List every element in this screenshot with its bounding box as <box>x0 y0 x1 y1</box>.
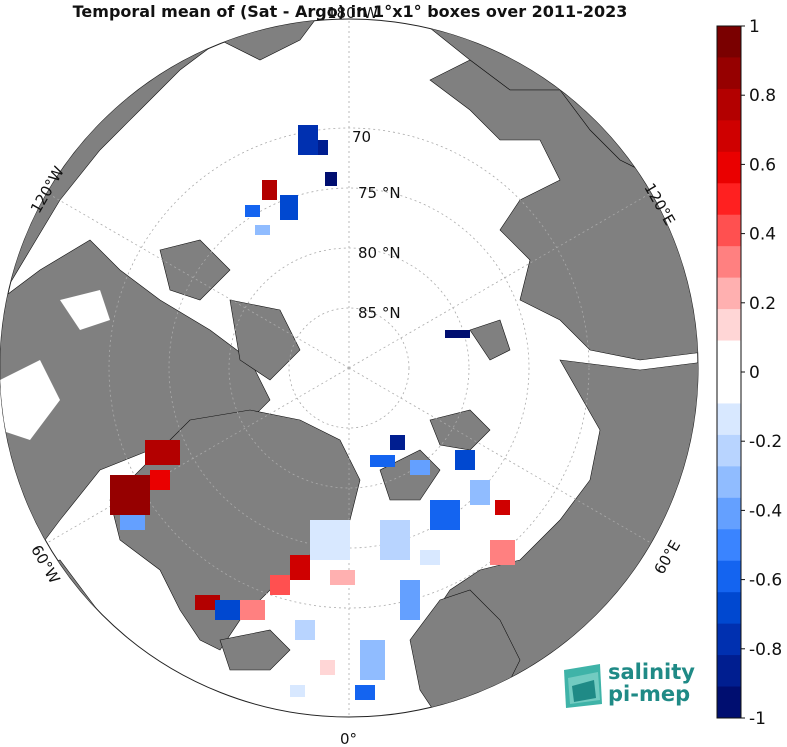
colorbar-tick-label: 0.2 <box>749 294 776 314</box>
colorbar-tick-label: 0.8 <box>749 86 776 106</box>
colorbar-swatch <box>717 309 741 342</box>
colorbar-swatch <box>717 560 741 593</box>
colorbar-tick-label: 0 <box>749 363 760 383</box>
colorbar-swatch <box>717 434 741 467</box>
logo-line1: salinity <box>608 660 695 684</box>
colorbar-tick-label: -1 <box>749 709 766 729</box>
lon-label-0: 0° <box>340 730 357 747</box>
colorbar-swatch <box>717 403 741 436</box>
colorbar-swatch <box>717 183 741 216</box>
lat-label-75: 75 °N <box>358 184 401 202</box>
salinity-pimep-logo: salinity pi-mep <box>560 660 700 712</box>
logo-icon <box>564 664 602 708</box>
colorbar-swatch <box>717 151 741 184</box>
colorbar-tick-label: -0.2 <box>749 432 782 452</box>
colorbar-swatch <box>717 686 741 719</box>
colorbar-swatch <box>717 372 741 404</box>
lat-label-85: 85 °N <box>358 304 401 322</box>
colorbar-swatch <box>717 529 741 562</box>
colorbar-tick-label: 1 <box>749 17 760 37</box>
colorbar-swatch <box>717 277 741 310</box>
colorbar <box>717 26 741 719</box>
colorbar-tick-label: -0.6 <box>749 571 782 591</box>
colorbar-swatch <box>717 246 741 279</box>
colorbar-swatch <box>717 88 741 121</box>
graticule <box>46 19 652 717</box>
colorbar-tick-label: -0.8 <box>749 640 782 660</box>
lon-label-60e: 60°E <box>651 537 685 577</box>
map-title: Temporal mean of (Sat - Argo) in 1°x1° b… <box>72 2 628 21</box>
colorbar-swatch <box>717 214 741 247</box>
colorbar-tick-label: -0.4 <box>749 501 782 521</box>
ice-patches <box>0 290 110 440</box>
colorbar-ticks: 1 0.8 0.6 0.4 0.2 0 -0.2 -0.4 -0.6 -0.8 -1 <box>741 17 782 729</box>
colorbar-swatch <box>717 466 741 499</box>
lon-label-180w: 180°W <box>327 4 378 22</box>
colorbar-tick-label: 0.6 <box>749 155 776 175</box>
colorbar-swatch <box>717 623 741 656</box>
colorbar-swatch <box>717 57 741 90</box>
logo-line2: pi-mep <box>608 682 691 706</box>
colorbar-swatch <box>717 497 741 530</box>
colorbar-swatch <box>717 592 741 625</box>
colorbar-swatch <box>717 655 741 688</box>
colorbar-tick-label: 0.4 <box>749 225 776 245</box>
lat-label-70: 70 <box>352 128 371 146</box>
colorbar-swatch <box>717 120 741 153</box>
colorbar-swatch <box>717 26 741 58</box>
lat-label-80: 80 °N <box>358 244 401 262</box>
anomaly-cells <box>110 125 515 700</box>
colorbar-swatch <box>717 340 741 373</box>
